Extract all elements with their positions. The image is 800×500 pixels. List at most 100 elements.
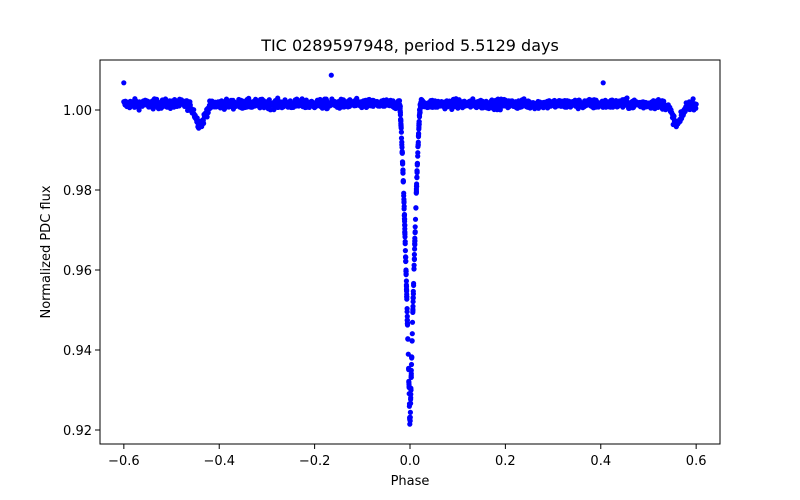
- data-point: [402, 222, 408, 228]
- data-point: [416, 124, 422, 131]
- data-point: [412, 224, 418, 230]
- data-point: [403, 278, 409, 284]
- data-point: [414, 170, 420, 176]
- data-point: [403, 286, 410, 292]
- data-point: [204, 114, 210, 120]
- data-point: [398, 135, 405, 141]
- y-axis-label: Normalized PDC flux: [39, 185, 54, 318]
- data-point: [400, 161, 406, 167]
- data-point: [600, 80, 606, 86]
- x-tick-label: 0.0: [400, 454, 421, 469]
- data-point: [403, 282, 409, 288]
- x-tick-label: −0.6: [108, 454, 140, 469]
- data-point: [407, 416, 413, 422]
- data-point: [411, 256, 417, 262]
- data-point: [404, 306, 410, 312]
- data-point: [408, 361, 415, 368]
- x-tick-label: −0.4: [203, 454, 235, 469]
- data-point: [399, 150, 405, 156]
- data-point: [400, 178, 406, 184]
- data-point: [136, 107, 142, 113]
- data-point: [412, 216, 419, 222]
- data-point: [411, 262, 417, 268]
- data-point: [411, 282, 417, 288]
- data-point: [415, 153, 421, 159]
- data-point: [201, 120, 207, 126]
- data-points: [121, 72, 699, 427]
- y-tick-label: 0.94: [63, 344, 92, 359]
- data-point: [414, 160, 420, 166]
- data-point: [396, 98, 403, 104]
- data-point: [404, 317, 410, 323]
- data-point: [401, 203, 407, 209]
- data-point: [409, 338, 415, 344]
- data-point: [406, 365, 412, 371]
- data-point: [412, 246, 418, 252]
- data-point: [398, 123, 404, 129]
- data-point: [411, 251, 417, 258]
- data-point: [402, 216, 408, 222]
- data-point: [398, 118, 404, 124]
- data-point: [415, 134, 422, 140]
- data-point: [409, 355, 415, 361]
- data-point: [401, 200, 407, 206]
- y-tick-label: 0.98: [63, 184, 92, 199]
- data-point: [693, 105, 699, 111]
- data-point: [410, 291, 416, 297]
- data-point: [299, 96, 305, 102]
- data-point: [412, 230, 418, 236]
- data-point: [408, 371, 414, 377]
- data-point: [397, 104, 403, 110]
- data-point: [409, 331, 415, 337]
- data-point: [693, 101, 699, 107]
- data-point: [404, 296, 410, 302]
- data-point: [406, 378, 412, 384]
- data-point: [401, 190, 407, 196]
- data-point: [406, 401, 413, 407]
- data-point: [191, 107, 197, 113]
- data-point: [402, 241, 408, 247]
- data-point: [624, 95, 630, 101]
- x-tick-label: 0.4: [590, 454, 611, 469]
- y-tick-label: 0.96: [63, 264, 92, 279]
- data-point: [404, 313, 410, 319]
- data-point: [413, 186, 419, 192]
- data-point: [410, 306, 416, 312]
- data-point: [403, 268, 409, 274]
- x-tick-label: 0.6: [686, 454, 707, 469]
- x-axis-label: Phase: [391, 474, 430, 489]
- data-point: [417, 107, 423, 113]
- data-point: [413, 205, 419, 211]
- data-point: [402, 231, 408, 237]
- data-point: [414, 181, 420, 187]
- chart-title: TIC 0289597948, period 5.5129 days: [260, 36, 559, 55]
- data-point: [328, 72, 334, 78]
- data-point: [403, 254, 409, 260]
- data-point: [405, 336, 411, 342]
- data-point: [412, 238, 418, 244]
- data-point: [690, 96, 696, 102]
- data-point: [403, 258, 409, 264]
- data-point: [402, 248, 408, 254]
- y-tick-label: 1.00: [63, 104, 92, 119]
- data-point: [400, 170, 406, 176]
- data-point: [121, 80, 127, 86]
- data-point: [410, 295, 416, 301]
- data-point: [408, 391, 414, 397]
- data-point: [406, 383, 412, 389]
- data-point: [246, 95, 252, 101]
- data-point: [417, 102, 423, 108]
- y-tick-label: 0.92: [63, 424, 92, 439]
- data-point: [671, 113, 677, 119]
- data-point: [412, 242, 418, 248]
- y-axis-ticks: 0.92 0.94 0.96 0.98 1.00: [63, 104, 100, 439]
- x-tick-label: −0.2: [299, 454, 331, 469]
- data-point: [404, 322, 411, 328]
- data-point: [398, 129, 404, 135]
- data-point: [415, 144, 421, 150]
- data-point: [407, 409, 413, 415]
- x-tick-label: 0.2: [495, 454, 516, 469]
- data-point: [409, 319, 416, 325]
- data-point: [154, 96, 160, 102]
